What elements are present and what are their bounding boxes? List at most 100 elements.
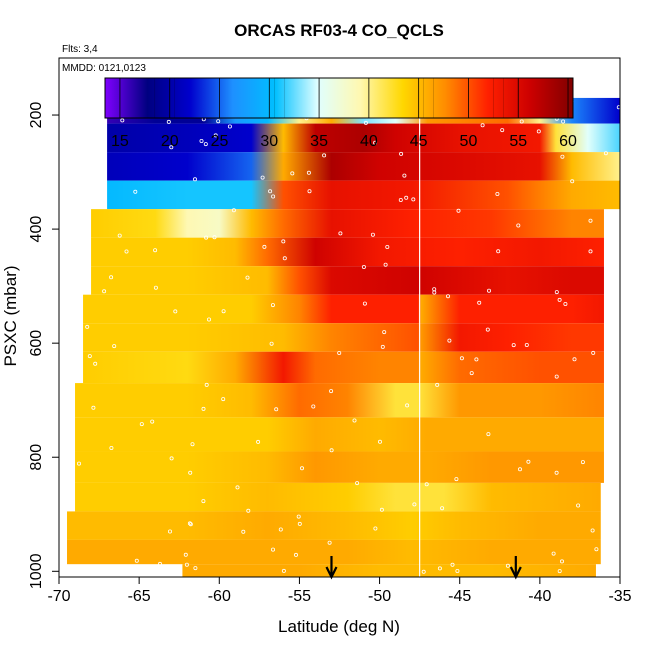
- x-axis: -70 -65 -60 -55 -50 -45 -40 -35: [47, 577, 632, 605]
- heat-band-970: [67, 539, 601, 565]
- plot-area: [58, 57, 621, 580]
- obs-point: [322, 153, 327, 158]
- obs-point: [455, 569, 460, 574]
- colorbar-frame: [104, 77, 574, 119]
- obs-point: [516, 223, 521, 228]
- obs-point: [157, 561, 162, 566]
- obs-point: [91, 405, 96, 410]
- y-tick-label: 1000: [28, 553, 45, 589]
- obs-point: [337, 350, 342, 355]
- obs-point: [588, 218, 593, 223]
- obs-point: [561, 119, 566, 124]
- obs-point: [424, 482, 429, 487]
- obs-point: [297, 521, 302, 526]
- y-tick-label: 200: [28, 102, 45, 129]
- obs-point: [382, 330, 387, 335]
- x-tick-label: -45: [448, 588, 471, 605]
- obs-point: [412, 502, 417, 507]
- obs-point: [560, 154, 565, 159]
- heat-band-870: [75, 482, 601, 512]
- obs-point: [183, 552, 188, 557]
- obs-point: [271, 194, 276, 199]
- obs-point: [87, 354, 92, 359]
- obs-point: [329, 448, 334, 453]
- obs-point: [188, 470, 193, 475]
- obs-point: [399, 151, 404, 156]
- obs-point: [456, 208, 461, 213]
- obs-point: [590, 528, 595, 533]
- obs-point: [363, 120, 368, 125]
- obs-point: [377, 439, 382, 444]
- colorbar-gradient: [105, 78, 573, 118]
- obs-point: [167, 529, 172, 534]
- obs-point: [270, 303, 275, 308]
- obs-point: [432, 290, 437, 295]
- obs-point: [290, 171, 295, 176]
- obs-point: [169, 456, 174, 461]
- obs-point: [117, 233, 122, 238]
- obs-point: [486, 432, 491, 437]
- obs-point: [580, 460, 585, 465]
- obs-point: [551, 551, 556, 556]
- obs-point: [281, 568, 286, 573]
- x-tick-label: -55: [288, 588, 311, 605]
- obs-point: [370, 232, 375, 237]
- x-axis-label: Latitude (deg N): [278, 617, 400, 636]
- chart-title: ORCAS RF03-4 CO_QCLS: [234, 21, 444, 40]
- obs-point: [485, 327, 490, 332]
- obs-point: [588, 249, 593, 254]
- x-tick-label: -40: [528, 588, 551, 605]
- obs-point: [77, 461, 82, 466]
- heat-band-920: [67, 511, 601, 540]
- obs-point: [307, 189, 312, 194]
- obs-point: [306, 170, 311, 175]
- obs-point: [554, 470, 559, 475]
- obs-point: [102, 289, 107, 294]
- obs-point: [109, 275, 114, 280]
- obs-point: [373, 526, 378, 531]
- heat-band-760: [75, 417, 604, 452]
- obs-point: [440, 506, 445, 511]
- obs-point: [109, 445, 114, 450]
- obs-point: [518, 467, 523, 472]
- obs-point: [262, 244, 267, 249]
- obs-point: [169, 145, 174, 150]
- heat-band-340: [107, 180, 621, 210]
- obs-point: [213, 133, 218, 138]
- obs-point: [241, 529, 246, 534]
- flights-annotation: Flts: 3,4: [62, 44, 98, 55]
- x-tick-label: -70: [47, 588, 70, 605]
- obs-point: [203, 142, 208, 147]
- obs-point: [603, 151, 608, 156]
- obs-point: [560, 559, 565, 564]
- colorbar-tick-label: 50: [460, 133, 478, 150]
- obs-point: [445, 294, 450, 299]
- obs-point: [245, 275, 250, 280]
- obs-point: [469, 371, 474, 376]
- obs-point: [402, 173, 407, 178]
- obs-point: [385, 244, 390, 249]
- obs-point: [327, 540, 332, 545]
- y-axis: 200 400 600 800 1000: [28, 102, 59, 589]
- obs-point: [311, 404, 316, 409]
- obs-point: [421, 569, 426, 574]
- obs-point: [246, 508, 251, 513]
- y-tick-label: 400: [28, 216, 45, 243]
- colorbar-tick-label: 30: [260, 133, 278, 150]
- y-tick-label: 600: [28, 330, 45, 357]
- obs-point: [221, 309, 226, 314]
- obs-point: [296, 514, 301, 519]
- colorbar-tick-label: 25: [211, 133, 229, 150]
- y-axis-label: PSXC (mbar): [1, 265, 20, 366]
- obs-point: [133, 189, 138, 194]
- colorbar-tick-label: 35: [310, 133, 328, 150]
- colorbar-tick-labels: 15 20 25 30 35 40 45 50 55 60: [111, 133, 577, 150]
- obs-point: [299, 466, 304, 471]
- obs-point: [201, 406, 206, 411]
- heat-band-490: [91, 266, 604, 295]
- colorbar-tick-label: 15: [111, 133, 129, 150]
- obs-point: [480, 123, 485, 128]
- obs-point: [563, 301, 568, 306]
- obs-point: [256, 439, 261, 444]
- obs-point: [269, 341, 274, 346]
